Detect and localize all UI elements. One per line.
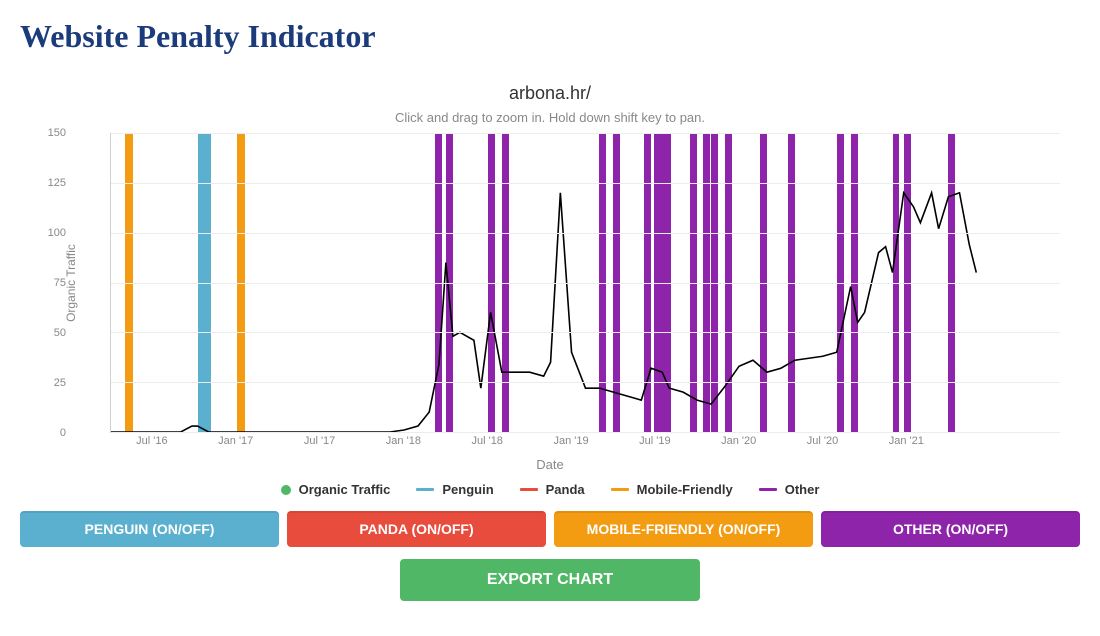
- toggle-button-row: PENGUIN (ON/OFF) PANDA (ON/OFF) MOBILE-F…: [20, 511, 1080, 547]
- toggle-panda-button[interactable]: PANDA (ON/OFF): [287, 511, 546, 547]
- x-ticks: Jul '16 Jan '17 Jul '17 Jan '18 Jul '18 Jan '…: [110, 433, 1060, 453]
- legend-item[interactable]: Mobile-Friendly: [611, 482, 733, 497]
- x-tick-label: Jan '18: [386, 435, 421, 447]
- legend-item[interactable]: Organic Traffic: [281, 482, 391, 497]
- x-tick-label: Jul '18: [471, 435, 502, 447]
- y-ticks: 0255075100125150: [70, 133, 80, 433]
- legend-item[interactable]: Panda: [520, 482, 585, 497]
- legend-label: Panda: [546, 482, 585, 497]
- y-tick-label: 50: [36, 327, 66, 339]
- page-title: Website Penalty Indicator: [20, 18, 1080, 55]
- x-tick-label: Jan '17: [218, 435, 253, 447]
- toggle-mobile-friendly-button[interactable]: MOBILE-FRIENDLY (ON/OFF): [554, 511, 813, 547]
- legend-label: Other: [785, 482, 820, 497]
- x-tick-label: Jul '16: [136, 435, 167, 447]
- toggle-other-button[interactable]: OTHER (ON/OFF): [821, 511, 1080, 547]
- legend-item[interactable]: Penguin: [416, 482, 493, 497]
- legend-label: Organic Traffic: [299, 482, 391, 497]
- x-tick-label: Jul '20: [807, 435, 838, 447]
- grid-line: [111, 332, 1060, 333]
- export-chart-button[interactable]: EXPORT CHART: [400, 559, 700, 601]
- x-tick-label: Jan '19: [553, 435, 588, 447]
- toggle-penguin-button[interactable]: PENGUIN (ON/OFF): [20, 511, 279, 547]
- y-tick-label: 150: [36, 127, 66, 139]
- chart-title: arbona.hr/: [20, 83, 1080, 104]
- plot-area[interactable]: Organic Traffic 0255075100125150: [80, 133, 1060, 433]
- legend-swatch: [416, 488, 434, 491]
- grid-line: [111, 183, 1060, 184]
- x-tick-label: Jul '17: [304, 435, 335, 447]
- grid-line: [111, 133, 1060, 134]
- chart-subtitle: Click and drag to zoom in. Hold down shi…: [20, 110, 1080, 125]
- y-tick-label: 25: [36, 377, 66, 389]
- legend-swatch: [281, 485, 291, 495]
- grid-line: [111, 283, 1060, 284]
- y-tick-label: 100: [36, 227, 66, 239]
- y-tick-label: 75: [36, 277, 66, 289]
- y-tick-label: 125: [36, 177, 66, 189]
- chart-container: arbona.hr/ Click and drag to zoom in. Ho…: [20, 83, 1080, 601]
- legend-swatch: [611, 488, 629, 491]
- legend-label: Mobile-Friendly: [637, 482, 733, 497]
- y-tick-label: 0: [36, 427, 66, 439]
- legend-swatch: [759, 488, 777, 491]
- legend-item[interactable]: Other: [759, 482, 820, 497]
- x-tick-label: Jul '19: [639, 435, 670, 447]
- grid-line: [111, 382, 1060, 383]
- legend-label: Penguin: [442, 482, 493, 497]
- legend-swatch: [520, 488, 538, 491]
- plot-inner[interactable]: [110, 133, 1060, 433]
- x-axis-label: Date: [20, 457, 1080, 472]
- legend: Organic Traffic Penguin Panda Mobile-Friend…: [20, 482, 1080, 497]
- grid-line: [111, 233, 1060, 234]
- x-tick-label: Jan '20: [721, 435, 756, 447]
- x-tick-label: Jan '21: [889, 435, 924, 447]
